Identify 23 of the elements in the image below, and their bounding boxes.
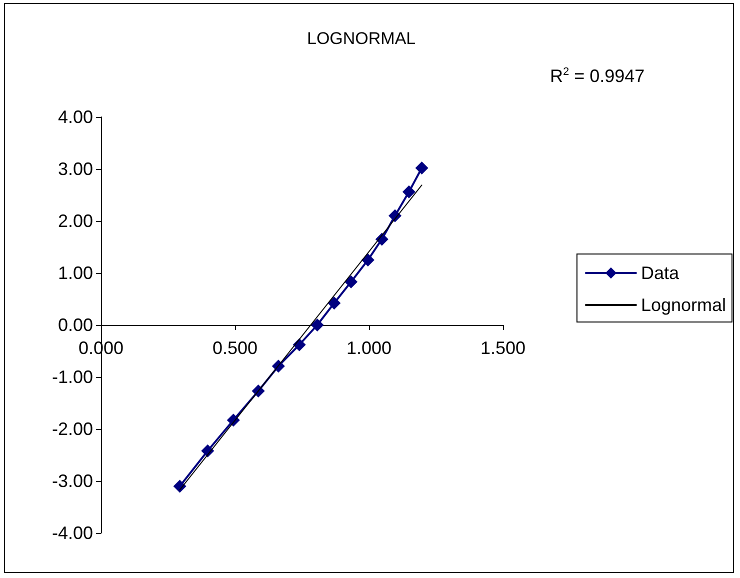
point <box>310 318 324 332</box>
chart-title: LOGNORMAL <box>307 29 416 48</box>
y-tick-label: 2.00 <box>58 211 93 231</box>
y-tick-label: -4.00 <box>52 523 93 543</box>
y-tick-label: -3.00 <box>52 471 93 491</box>
y-tick-label: 0.00 <box>58 315 93 335</box>
point <box>415 161 428 174</box>
point <box>344 275 358 288</box>
y-tick-label: 3.00 <box>58 159 93 179</box>
point <box>173 480 186 493</box>
y-tick-label: 1.00 <box>58 263 93 283</box>
legend-label: Lognormal <box>640 295 726 315</box>
point <box>328 296 341 310</box>
x-tick-label: 1.000 <box>346 338 392 358</box>
point <box>361 254 374 266</box>
text: R$^{2}$ = 0.9947 <box>550 66 645 87</box>
point <box>402 185 416 198</box>
x-tick-label: 0.500 <box>212 338 258 358</box>
x-tick-label: 1.500 <box>480 338 526 358</box>
y-tick-label: 4.00 <box>58 107 93 127</box>
legend-label: Data <box>640 263 680 283</box>
y-tick-label: -2.00 <box>52 419 93 439</box>
y-tick-label: -1.00 <box>52 367 93 387</box>
